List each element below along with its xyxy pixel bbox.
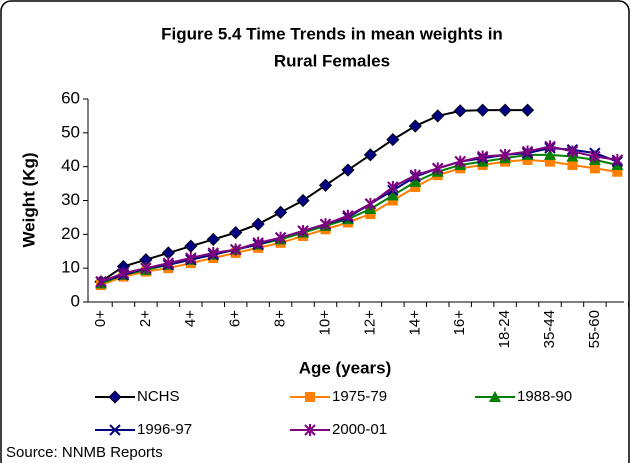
marker (476, 103, 490, 117)
legend-label: 1988-90 (517, 388, 572, 405)
chart-subtitle: Rural Females (274, 51, 390, 70)
x-tick-label: 6+ (227, 310, 244, 327)
legend-label: 2000-01 (332, 421, 387, 438)
x-tick-label: 35-44 (541, 310, 558, 348)
x-tick-label: 8+ (272, 310, 289, 327)
marker (251, 217, 265, 231)
legend-label: 1996-97 (137, 421, 192, 438)
marker (409, 169, 422, 182)
marker (229, 243, 242, 256)
x-tick-label: 0+ (92, 310, 109, 327)
marker (611, 153, 624, 166)
y-tick-label: 50 (61, 122, 80, 141)
marker (319, 218, 332, 231)
y-tick-label: 0 (71, 291, 80, 310)
marker (274, 231, 287, 244)
marker (409, 175, 422, 187)
marker (387, 180, 399, 193)
marker (364, 197, 377, 210)
legend-item: 1975-79 (290, 388, 387, 405)
x-tick-label: 4+ (182, 310, 199, 327)
marker (386, 189, 399, 201)
marker (206, 232, 220, 246)
y-tick-label: 60 (61, 88, 80, 107)
marker (162, 257, 175, 270)
legend-marker (109, 424, 121, 436)
legend-item: 2000-01 (290, 421, 387, 438)
source-note: Source: NNMB Reports (6, 444, 163, 461)
marker (520, 103, 535, 117)
marker (612, 166, 623, 177)
legend-label: 1975-79 (332, 388, 387, 405)
marker (365, 209, 376, 220)
y-tick-label: 40 (61, 156, 80, 175)
marker (252, 236, 264, 249)
marker (117, 267, 130, 280)
marker (522, 154, 533, 165)
marker (589, 150, 601, 163)
marker (521, 145, 534, 158)
marker (229, 226, 243, 240)
marker (95, 275, 107, 288)
x-tick-label: 18-24 (496, 310, 513, 348)
marker (363, 148, 377, 162)
series-line (100, 145, 618, 283)
marker (432, 162, 444, 175)
marker (318, 178, 333, 192)
marker (454, 155, 466, 168)
x-tick-label: 12+ (361, 310, 378, 336)
x-tick-label: 2+ (137, 310, 154, 327)
marker (140, 262, 152, 275)
legend-marker (108, 390, 122, 404)
marker (476, 150, 489, 163)
legend-item: 1996-97 (95, 421, 192, 438)
marker (207, 246, 219, 259)
marker (410, 181, 421, 192)
marker (408, 119, 422, 133)
marker (297, 224, 309, 237)
legend-item: 1988-90 (475, 388, 572, 405)
marker (544, 148, 556, 160)
marker (386, 133, 400, 147)
y-tick-label: 30 (61, 190, 80, 209)
marker (387, 195, 398, 206)
legend-item: NCHS (95, 388, 180, 405)
legend-marker (304, 424, 316, 436)
marker (498, 103, 512, 117)
y-tick-label: 10 (61, 258, 80, 277)
x-tick-label: 10+ (316, 310, 333, 336)
marker (274, 205, 288, 219)
x-tick-label: 14+ (406, 310, 423, 336)
marker (185, 252, 197, 265)
marker (453, 104, 467, 118)
marker (544, 140, 556, 153)
y-tick-label: 20 (61, 224, 80, 243)
marker (499, 148, 511, 161)
x-axis-title: Age (years) (299, 358, 392, 377)
x-tick-label: 16+ (451, 310, 468, 336)
marker (431, 109, 445, 123)
marker (567, 159, 578, 170)
y-axis-title: Weight (Kg) (19, 152, 38, 247)
legend-marker (305, 392, 315, 402)
x-tick-label: 55-60 (586, 310, 603, 348)
marker (342, 209, 354, 222)
marker (341, 163, 355, 177)
marker (566, 145, 579, 158)
marker (545, 156, 555, 167)
chart-title: Figure 5.4 Time Trends in mean weights i… (161, 24, 503, 43)
legend-label: NCHS (137, 388, 180, 405)
marker (296, 193, 310, 208)
marker (589, 163, 600, 174)
legend-marker (489, 391, 501, 402)
